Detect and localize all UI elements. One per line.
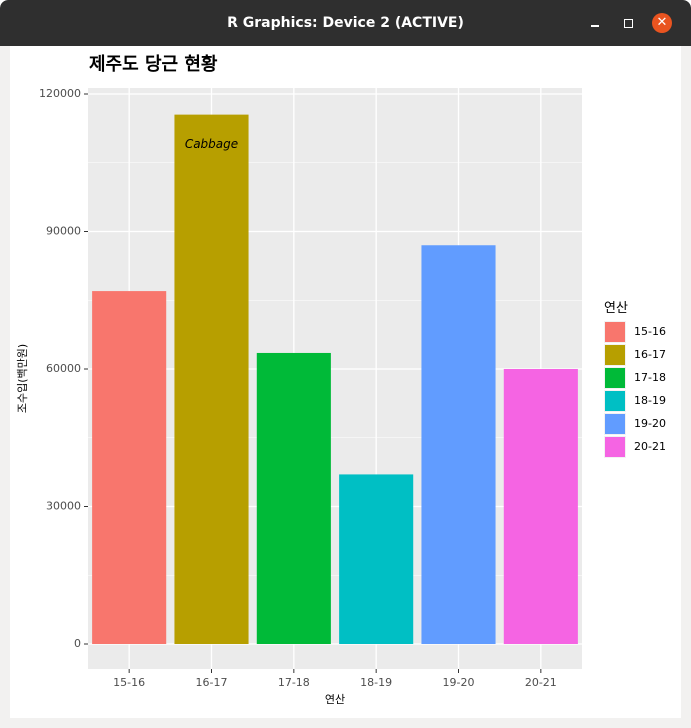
y-axis-title: 조수입(백만원): [16, 344, 29, 413]
close-icon: ✕: [656, 15, 668, 30]
legend-key-20-21: [605, 437, 625, 457]
bar-16-17: [174, 114, 249, 644]
maximize-icon: [623, 18, 633, 28]
minimize-icon: [591, 25, 599, 27]
legend-label: 20-21: [634, 440, 666, 453]
legend-key-17-18: [605, 368, 625, 388]
x-tick-label: 18-19: [360, 676, 392, 689]
x-tick-label: 15-16: [113, 676, 145, 689]
legend-label: 19-20: [634, 417, 666, 430]
x-tick-label: 17-18: [278, 676, 310, 689]
legend-label: 18-19: [634, 394, 666, 407]
legend-key-18-19: [605, 391, 625, 411]
annotation-label: Cabbage: [185, 137, 238, 151]
legend-label: 17-18: [634, 371, 666, 384]
legend-label: 16-17: [634, 348, 666, 361]
window-title: R Graphics: Device 2 (ACTIVE): [227, 15, 464, 31]
bar-19-20: [421, 245, 496, 644]
y-tick-label: 60000: [46, 362, 81, 375]
x-tick-label: 19-20: [443, 676, 475, 689]
minimize-button[interactable]: [585, 13, 605, 33]
x-axis-title: 연산: [325, 693, 345, 706]
maximize-button[interactable]: [618, 13, 638, 33]
y-tick-label: 30000: [46, 500, 81, 513]
chart-title: 제주도 당근 현황: [89, 54, 218, 75]
bar-17-18: [256, 352, 331, 644]
legend-key-19-20: [605, 414, 625, 434]
legend-title: 연산: [604, 301, 628, 316]
y-tick-label: 0: [74, 637, 81, 650]
y-tick-label: 90000: [46, 225, 81, 238]
x-tick-label: 20-21: [525, 676, 557, 689]
legend-key-15-16: [605, 322, 625, 342]
y-tick-label: 120000: [39, 87, 81, 100]
close-button[interactable]: ✕: [652, 13, 672, 33]
bar-20-21: [503, 369, 578, 644]
legend-label: 15-16: [634, 325, 666, 338]
bar-15-16: [92, 291, 167, 644]
legend-key-16-17: [605, 345, 625, 365]
title-bar[interactable]: R Graphics: Device 2 (ACTIVE) ✕: [0, 0, 691, 46]
bar-18-19: [339, 474, 414, 644]
plot-panel: [88, 88, 582, 669]
x-tick-label: 16-17: [196, 676, 228, 689]
